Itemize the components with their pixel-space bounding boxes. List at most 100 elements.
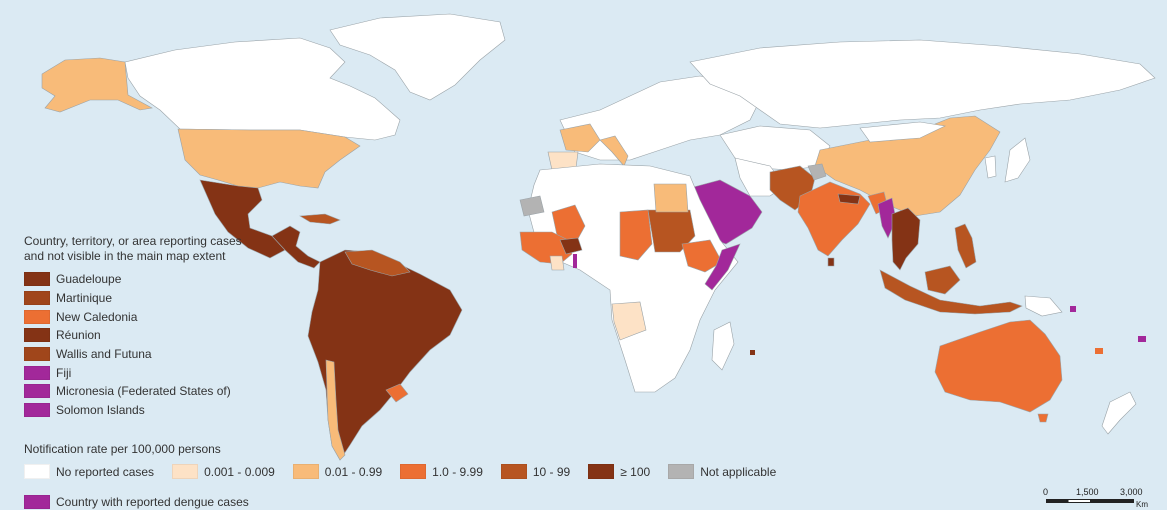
swatch bbox=[588, 464, 615, 479]
korea bbox=[984, 155, 997, 179]
swatch bbox=[668, 464, 695, 479]
burkina-faso bbox=[559, 237, 583, 255]
ethiopia bbox=[681, 239, 723, 273]
scale-tick-1500: 1,500 bbox=[1076, 487, 1099, 497]
uruguay bbox=[385, 383, 409, 403]
inset-list: Guadeloupe Martinique New Caledonia Réun… bbox=[24, 270, 284, 420]
inset-legend: Country, territory, or area reporting ca… bbox=[24, 234, 284, 420]
inset-item-label: Micronesia (Federated States of) bbox=[56, 384, 231, 399]
pacific-island-1 bbox=[1095, 348, 1103, 354]
inset-item-new-caledonia: New Caledonia bbox=[24, 307, 284, 326]
inset-item-label: Martinique bbox=[56, 291, 113, 306]
rate-legend-title: Notification rate per 100,000 persons bbox=[24, 442, 221, 456]
inset-item-label: Fiji bbox=[56, 365, 72, 380]
kashmir bbox=[807, 163, 827, 181]
inset-item-martinique: Martinique bbox=[24, 289, 284, 308]
swatch bbox=[24, 384, 50, 399]
france bbox=[559, 123, 601, 153]
swatch bbox=[172, 464, 199, 479]
legend-class-1-999: 1.0 - 9.99 bbox=[400, 464, 483, 479]
legend-class-label: Not applicable bbox=[700, 464, 777, 479]
ghana bbox=[549, 255, 565, 271]
inset-item-guadeloupe: Guadeloupe bbox=[24, 270, 284, 289]
philippines bbox=[954, 223, 977, 269]
swatch bbox=[400, 464, 427, 479]
western-sahara bbox=[519, 195, 545, 217]
swatch bbox=[24, 403, 50, 418]
swatch bbox=[24, 328, 50, 343]
egypt bbox=[653, 183, 689, 213]
scale-bar: 0 1,500 3,000 Km bbox=[1040, 487, 1150, 509]
inset-item-reunion: Réunion bbox=[24, 326, 284, 345]
pacific-island-2 bbox=[1138, 336, 1146, 342]
inset-item-solomon-islands: Solomon Islands bbox=[24, 401, 284, 420]
swatch bbox=[24, 291, 50, 306]
malaysia-borneo bbox=[924, 265, 961, 295]
southeast-asia-mainland bbox=[891, 207, 921, 271]
legend-class-label: ≥ 100 bbox=[620, 464, 651, 479]
legend-class-ge-100: ≥ 100 bbox=[588, 464, 650, 479]
legend-class-label: No reported cases bbox=[56, 464, 155, 479]
scale-unit: Km bbox=[1136, 500, 1148, 509]
nepal bbox=[837, 193, 861, 205]
rate-legend: No reported cases 0.001 - 0.009 0.01 - 0… bbox=[24, 464, 794, 479]
legend-class-0001-0009: 0.001 - 0.009 bbox=[172, 464, 275, 479]
new-zealand bbox=[1101, 391, 1137, 435]
indonesia bbox=[879, 269, 1023, 315]
swatch bbox=[24, 464, 50, 479]
angola bbox=[611, 301, 647, 341]
china bbox=[814, 115, 1001, 217]
dengue-legend-label: Country with reported dengue cases bbox=[56, 495, 249, 509]
togo bbox=[573, 254, 577, 268]
chad bbox=[619, 209, 653, 261]
inset-item-fiji: Fiji bbox=[24, 363, 284, 382]
greenland bbox=[329, 13, 506, 101]
south-america bbox=[307, 249, 463, 461]
inset-item-label: New Caledonia bbox=[56, 309, 138, 324]
legend-class-001-099: 0.01 - 0.99 bbox=[292, 464, 383, 479]
inset-item-wallis-and-futuna: Wallis and Futuna bbox=[24, 345, 284, 364]
alaska bbox=[41, 57, 153, 113]
dengue-legend: Country with reported dengue cases bbox=[24, 495, 249, 509]
legend-class-label: 0.01 - 0.99 bbox=[324, 464, 383, 479]
italy bbox=[599, 135, 629, 167]
dengue-swatch bbox=[24, 495, 50, 509]
inset-title-line-1: Country, territory, or area reporting ca… bbox=[24, 234, 242, 248]
inset-item-label: Guadeloupe bbox=[56, 272, 122, 287]
pacific-island-3 bbox=[1070, 306, 1076, 312]
chile bbox=[325, 359, 346, 461]
central-america bbox=[271, 225, 321, 269]
russia bbox=[689, 39, 1156, 129]
reunion-dot bbox=[750, 350, 755, 355]
madagascar bbox=[711, 321, 735, 371]
legend-class-not-applicable: Not applicable bbox=[668, 464, 776, 479]
legend-class-no-cases: No reported cases bbox=[24, 464, 154, 479]
swatch bbox=[24, 309, 50, 324]
caribbean-islands bbox=[299, 213, 341, 225]
australia bbox=[934, 319, 1063, 413]
somalia bbox=[704, 243, 741, 291]
swatch bbox=[500, 464, 527, 479]
inset-title-line-2: and not visible in the main map extent bbox=[24, 249, 226, 263]
venezuela bbox=[344, 249, 411, 277]
inset-item-label: Solomon Islands bbox=[56, 403, 145, 418]
swatch bbox=[292, 464, 319, 479]
swatch bbox=[24, 347, 50, 362]
inset-item-label: Wallis and Futuna bbox=[56, 347, 152, 362]
scale-tick-0: 0 bbox=[1043, 487, 1049, 497]
scale-bar-line bbox=[1046, 499, 1134, 503]
swatch bbox=[24, 365, 50, 380]
legend-class-label: 1.0 - 9.99 bbox=[432, 464, 483, 479]
mongolia bbox=[859, 121, 946, 143]
japan bbox=[1004, 137, 1031, 183]
tasmania bbox=[1037, 413, 1049, 423]
swatch bbox=[24, 272, 50, 287]
legend-class-label: 0.001 - 0.009 bbox=[204, 464, 275, 479]
sri-lanka bbox=[827, 257, 835, 267]
legend-class-label: 10 - 99 bbox=[532, 464, 571, 479]
canada bbox=[124, 37, 401, 141]
inset-item-micronesia: Micronesia (Federated States of) bbox=[24, 382, 284, 401]
inset-item-label: Réunion bbox=[56, 328, 101, 343]
